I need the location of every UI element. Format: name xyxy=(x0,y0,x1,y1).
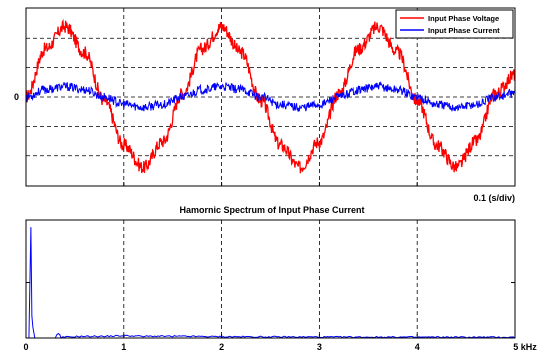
bottom-ticks xyxy=(25,282,516,338)
top-series-lines xyxy=(25,18,516,174)
bottom-x-tick-label-5: 5 kHz xyxy=(513,342,537,352)
top-y-tick-zero: 0 xyxy=(14,92,19,102)
bottom-x-tick-label-2: 2 xyxy=(219,342,224,352)
bottom-plot-frame xyxy=(25,219,516,339)
bottom-grid xyxy=(123,220,418,338)
bottom-x-tick-label-3: 3 xyxy=(317,342,322,352)
spectrum-title: Hamornic Spectrum of Input Phase Current xyxy=(179,205,364,215)
spectrum-plot: Hamornic Spectrum of Input Phase Current… xyxy=(23,205,537,352)
top-plot-frame xyxy=(25,7,516,187)
bottom-x-tick-label-4: 4 xyxy=(415,342,420,352)
time-domain-plot: 0 0.1 (s/div) Input Phase Voltage Input … xyxy=(14,7,516,203)
bottom-plot-area xyxy=(26,220,515,338)
top-ticks xyxy=(25,182,516,186)
legend-label-current: Input Phase Current xyxy=(428,26,500,35)
bottom-x-tick-label-1: 1 xyxy=(121,342,126,352)
legend-label-voltage: Input Phase Voltage xyxy=(428,14,499,23)
top-x-axis-label: 0.1 (s/div) xyxy=(473,193,515,203)
bottom-x-tick-label-0: 0 xyxy=(23,342,28,352)
top-series-line-0 xyxy=(25,18,516,174)
legend-box xyxy=(395,9,514,39)
bottom-x-tick-labels: 0 1 2 3 4 5 kHz xyxy=(23,342,537,352)
top-series-line-1 xyxy=(25,81,516,112)
top-legend[interactable]: Input Phase Voltage Input Phase Current xyxy=(395,9,514,39)
